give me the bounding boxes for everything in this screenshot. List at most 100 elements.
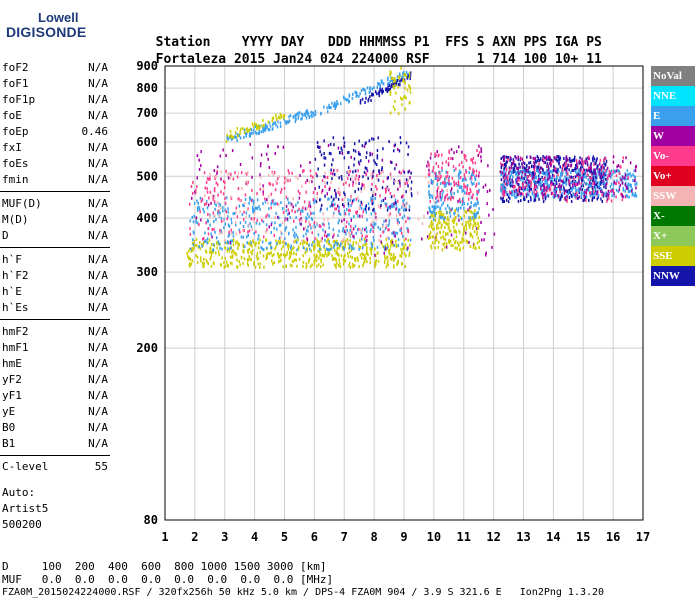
data-point (519, 170, 521, 174)
data-point (226, 133, 228, 137)
param-value-8: N/A (88, 197, 108, 210)
data-point (243, 128, 246, 132)
data-point (313, 221, 316, 225)
data-point (612, 187, 615, 191)
data-point (374, 222, 377, 226)
data-point (403, 214, 406, 218)
data-point (446, 171, 449, 174)
hdr-value-date: 2015 Jan24 (233, 52, 313, 67)
data-point (274, 152, 276, 155)
data-point (193, 214, 195, 218)
data-point (590, 182, 593, 186)
data-point (455, 182, 457, 186)
data-point (352, 234, 354, 238)
data-point (234, 251, 236, 255)
x-tick-label-2: 2 (191, 530, 198, 544)
data-point (445, 170, 447, 174)
data-point (322, 254, 324, 258)
data-point (503, 159, 505, 162)
data-point (280, 201, 282, 205)
data-point (386, 235, 389, 239)
data-point (358, 265, 360, 268)
data-point (271, 172, 274, 176)
data-point (274, 247, 276, 251)
data-point (561, 165, 564, 169)
data-point (526, 176, 529, 180)
data-point (284, 228, 286, 232)
data-point (278, 241, 281, 245)
data-point (348, 246, 351, 250)
data-point (451, 187, 453, 191)
data-point (576, 162, 578, 165)
data-point (513, 160, 515, 164)
data-point (595, 159, 598, 163)
data-point (253, 211, 256, 215)
data-point (593, 190, 595, 194)
data-point (260, 245, 262, 249)
data-point (302, 242, 304, 246)
data-point (529, 155, 531, 159)
data-point (323, 218, 325, 222)
data-point (275, 239, 277, 243)
data-point (230, 231, 233, 235)
data-point (399, 136, 402, 140)
data-point (605, 191, 607, 195)
data-point (275, 113, 277, 117)
data-point (621, 178, 623, 182)
data-point (360, 231, 363, 235)
data-point (585, 157, 587, 161)
data-point (190, 262, 193, 266)
data-point (510, 181, 512, 185)
data-point (215, 218, 217, 222)
chart-points (186, 66, 638, 269)
data-point (580, 194, 583, 198)
data-point (532, 175, 535, 179)
data-point (441, 161, 444, 165)
data-point (188, 256, 191, 260)
data-point (546, 182, 549, 186)
data-point (222, 219, 225, 223)
data-point (265, 126, 267, 130)
data-point (472, 168, 474, 172)
data-point (455, 150, 458, 153)
data-point (207, 219, 209, 223)
data-point (330, 168, 332, 172)
data-point (445, 207, 447, 211)
data-point (477, 226, 480, 230)
data-point (210, 250, 213, 254)
data-point (360, 200, 362, 204)
data-point (588, 183, 590, 187)
data-point (519, 158, 521, 162)
data-point (369, 260, 372, 264)
data-point (449, 197, 452, 201)
data-point (363, 237, 366, 241)
data-point (393, 233, 395, 237)
data-point (523, 169, 525, 173)
data-point (592, 178, 595, 182)
data-point (238, 243, 240, 246)
data-point (255, 221, 258, 225)
data-point (277, 116, 280, 120)
data-point (340, 242, 342, 246)
data-point (359, 239, 361, 242)
data-point (433, 214, 436, 218)
data-point (328, 188, 331, 191)
data-point (308, 204, 310, 208)
data-point (290, 251, 293, 255)
data-point (448, 151, 450, 154)
data-point (316, 264, 318, 268)
data-point (279, 253, 282, 257)
data-point (371, 92, 373, 96)
data-point (572, 186, 575, 190)
data-point (568, 175, 571, 178)
data-point (356, 91, 358, 95)
data-point (581, 165, 584, 169)
data-point (477, 222, 479, 225)
data-point (302, 254, 304, 258)
data-point (563, 157, 565, 160)
data-point (592, 194, 595, 198)
data-point (290, 248, 293, 252)
data-point (280, 190, 282, 194)
data-point (394, 108, 396, 112)
data-point (380, 199, 383, 203)
